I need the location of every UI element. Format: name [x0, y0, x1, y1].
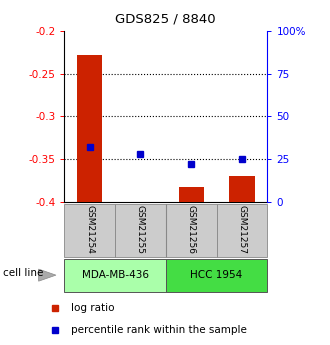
- Text: cell line: cell line: [3, 268, 44, 278]
- Bar: [64, 259, 166, 292]
- Text: GSM21255: GSM21255: [136, 205, 145, 254]
- Text: GSM21256: GSM21256: [187, 205, 196, 254]
- Text: percentile rank within the sample: percentile rank within the sample: [72, 325, 247, 335]
- Bar: [229, 176, 255, 202]
- Text: HCC 1954: HCC 1954: [190, 270, 243, 280]
- Text: MDA-MB-436: MDA-MB-436: [82, 270, 148, 280]
- Bar: [77, 55, 102, 202]
- Bar: [128, 202, 153, 204]
- Polygon shape: [39, 269, 56, 281]
- Bar: [166, 204, 216, 257]
- Bar: [115, 204, 166, 257]
- Text: log ratio: log ratio: [72, 303, 115, 313]
- Bar: [216, 204, 267, 257]
- Text: GDS825 / 8840: GDS825 / 8840: [115, 12, 215, 25]
- Text: GSM21257: GSM21257: [237, 205, 247, 254]
- Bar: [179, 187, 204, 202]
- Text: GSM21254: GSM21254: [85, 205, 94, 254]
- Bar: [166, 259, 267, 292]
- Bar: [64, 204, 115, 257]
